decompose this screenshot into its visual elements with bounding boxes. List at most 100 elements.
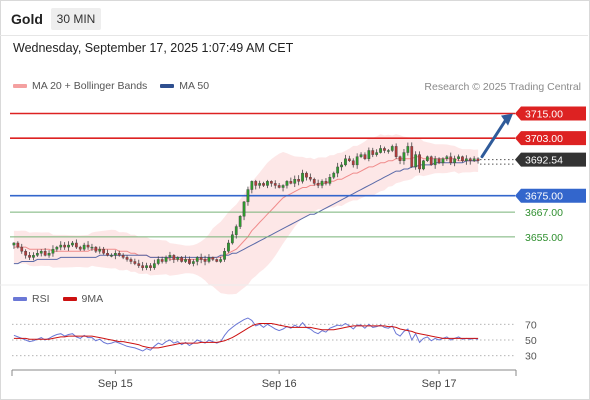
candle-body <box>145 265 148 268</box>
candle <box>191 259 195 267</box>
candle-body <box>59 244 63 248</box>
candle-body <box>305 172 308 178</box>
candle-body <box>301 172 304 182</box>
candle-body <box>211 257 215 260</box>
candle-body <box>172 255 176 260</box>
candle <box>441 157 445 166</box>
candle-body <box>35 253 39 256</box>
candle <box>113 250 117 260</box>
timeframe-badge[interactable]: 30 MIN <box>51 8 101 30</box>
candle <box>82 242 86 251</box>
level-tag-bg <box>515 106 586 121</box>
instrument-title: Gold <box>11 11 43 27</box>
legend-rsi-label: RSI <box>32 293 50 305</box>
forecast-arrow-shaft <box>480 118 508 159</box>
x-axis-tick-label: Sep 16 <box>262 378 297 390</box>
candle-body <box>340 164 343 168</box>
candle <box>394 143 398 159</box>
level-label: 3667.00 <box>525 207 563 219</box>
candle-body <box>351 160 355 166</box>
candle <box>67 241 70 251</box>
candle <box>250 180 254 194</box>
candle-body <box>402 152 406 161</box>
candle <box>125 255 129 262</box>
candle <box>383 146 386 154</box>
candle <box>160 256 164 264</box>
candle <box>102 246 106 255</box>
timestamp: Wednesday, September 17, 2025 1:07:49 AM… <box>13 41 294 55</box>
candle <box>375 149 379 157</box>
candle <box>63 242 67 250</box>
candle-body <box>363 154 367 159</box>
candle <box>449 152 453 166</box>
candle <box>149 263 152 271</box>
level-label: 3655.00 <box>525 232 563 244</box>
candle-body <box>289 181 293 184</box>
candle-body <box>149 265 152 268</box>
candle-body <box>242 201 246 217</box>
level-tag: 3715.00 <box>515 106 586 121</box>
level-label: 3703.00 <box>525 133 563 145</box>
rsi-tick-label: 50 <box>525 335 537 347</box>
candle <box>86 241 90 250</box>
candle-body <box>347 158 351 161</box>
candle-body <box>188 259 191 264</box>
candle-body <box>320 181 324 186</box>
candle <box>199 253 203 264</box>
candle <box>464 155 468 165</box>
candle-body <box>418 154 421 170</box>
candle <box>320 179 324 189</box>
candle <box>418 151 421 173</box>
candle-body <box>184 259 187 262</box>
candle-body <box>312 179 316 184</box>
candle-body <box>383 148 386 151</box>
candle <box>332 171 336 180</box>
candle-body <box>24 251 28 256</box>
candle <box>74 239 78 250</box>
candle-body <box>277 185 281 188</box>
candle <box>410 142 414 168</box>
candle <box>16 241 20 249</box>
candle-body <box>433 158 437 166</box>
candle-body <box>47 253 51 256</box>
candle-body <box>160 259 164 262</box>
candle-body <box>152 263 156 268</box>
candle-body <box>464 158 468 161</box>
candle <box>219 256 223 264</box>
candle-body <box>273 183 277 186</box>
candle-body <box>246 189 250 203</box>
candle <box>425 155 429 162</box>
candle <box>203 255 207 266</box>
candle-body <box>359 154 363 157</box>
level-tag-bg <box>515 131 586 146</box>
rsi-tick-label: 70 <box>525 319 537 331</box>
candle <box>172 254 176 263</box>
candle-body <box>164 257 168 262</box>
candle-body <box>223 251 226 260</box>
candle-body <box>375 152 379 155</box>
candle <box>379 145 382 154</box>
candle <box>461 155 464 163</box>
candle-body <box>445 156 449 159</box>
candle <box>472 156 476 163</box>
legend-main: MA 20 + Bollinger Bands MA 50 <box>13 80 209 92</box>
candle <box>340 161 343 171</box>
candle <box>297 175 301 186</box>
candle-body <box>156 259 160 264</box>
candle-body <box>316 183 320 186</box>
candle-body <box>137 263 141 266</box>
candle <box>289 177 293 185</box>
candle <box>94 246 98 253</box>
candle <box>90 243 94 251</box>
candle <box>207 254 211 264</box>
candle-body <box>332 172 336 178</box>
legend-rsi-swatch <box>13 297 27 301</box>
candle <box>39 249 43 257</box>
candle-body <box>219 259 223 262</box>
candle <box>367 147 371 162</box>
candle-body <box>227 242 230 252</box>
rsi-9ma-line <box>13 323 479 349</box>
candle <box>386 149 390 154</box>
candle-body <box>449 156 453 164</box>
